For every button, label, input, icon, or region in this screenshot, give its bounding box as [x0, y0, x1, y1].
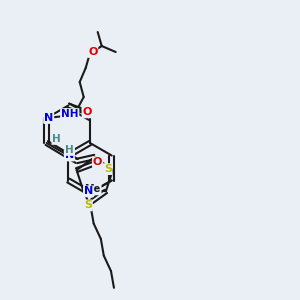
Text: O: O	[93, 157, 102, 167]
Text: NH: NH	[61, 109, 78, 119]
Text: N: N	[65, 151, 74, 160]
Text: Me: Me	[85, 184, 101, 194]
Text: S: S	[84, 200, 92, 210]
Text: N: N	[84, 186, 93, 197]
Text: S: S	[104, 164, 112, 174]
Text: H: H	[52, 134, 61, 144]
Text: N: N	[44, 113, 53, 123]
Text: H: H	[65, 145, 74, 155]
Text: O: O	[82, 107, 92, 117]
Text: O: O	[88, 47, 98, 57]
